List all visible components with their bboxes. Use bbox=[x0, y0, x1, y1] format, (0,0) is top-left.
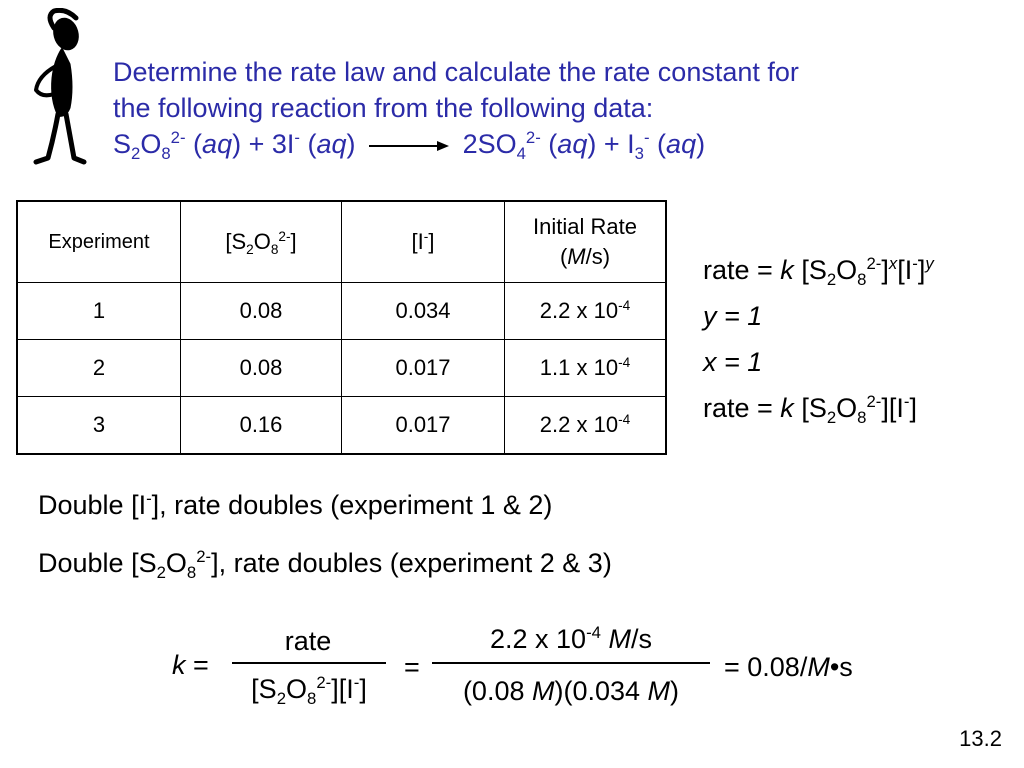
cell-experiment: 1 bbox=[16, 282, 181, 340]
fraction2-denominator: (0.08 M)(0.034 M) bbox=[462, 676, 680, 706]
table-row: 3 0.16 0.017 2.2 x 10-4 bbox=[16, 396, 667, 455]
rate-law-derivation: rate = k [S2O82-]x[I-]y y = 1 x = 1 rate… bbox=[703, 250, 934, 434]
rate-data-table: Experiment [S2O82-] [I-] Initial Rate (M/… bbox=[16, 200, 667, 455]
page-number: 13.2 bbox=[959, 726, 1002, 751]
cell-rate: 2.2 x 10-4 bbox=[504, 282, 667, 340]
observation-iodide: Double [I-], rate doubles (experiment 1 … bbox=[38, 488, 553, 520]
fraction1-bar bbox=[232, 662, 386, 664]
table-header-row: Experiment [S2O82-] [I-] Initial Rate (M/… bbox=[16, 200, 667, 283]
equals-sign: = bbox=[404, 652, 420, 682]
x-value: x = 1 bbox=[703, 347, 763, 377]
fraction2-bar bbox=[432, 662, 710, 664]
fraction1-numerator: rate bbox=[284, 626, 332, 656]
slide-title: Determine the rate law and calculate the… bbox=[113, 54, 1013, 162]
cell-iodide: 0.034 bbox=[341, 282, 505, 340]
cell-rate: 1.1 x 10-4 bbox=[504, 339, 667, 397]
fraction1-denominator: [S2O82-][I-] bbox=[251, 672, 367, 708]
reaction-arrow-icon bbox=[369, 140, 450, 151]
final-rate-law: rate = k [S2O82-][I-] bbox=[703, 391, 917, 427]
cell-s2o8: 0.08 bbox=[180, 282, 342, 340]
cell-rate: 2.2 x 10-4 bbox=[504, 396, 667, 455]
header-experiment: Experiment bbox=[16, 200, 181, 283]
title-line-2: the following reaction from the followin… bbox=[113, 93, 654, 123]
header-initial-rate: Initial Rate (M/s) bbox=[504, 200, 667, 283]
y-value: y = 1 bbox=[703, 301, 763, 331]
cell-iodide: 0.017 bbox=[341, 396, 505, 455]
general-rate-law: rate = k [S2O82-]x[I-]y bbox=[703, 253, 934, 289]
table-row: 2 0.08 0.017 1.1 x 10-4 bbox=[16, 339, 667, 397]
cell-s2o8: 0.16 bbox=[180, 396, 342, 455]
fraction2-numerator: 2.2 x 10-4 M/s bbox=[490, 622, 652, 654]
cell-s2o8: 0.08 bbox=[180, 339, 342, 397]
header-iodide: [I-] bbox=[341, 200, 505, 283]
k-label: k = bbox=[172, 650, 209, 680]
observation-s2o8: Double [S2O82-], rate doubles (experimen… bbox=[38, 546, 612, 582]
cell-iodide: 0.017 bbox=[341, 339, 505, 397]
table-row: 1 0.08 0.034 2.2 x 10-4 bbox=[16, 282, 667, 340]
cell-experiment: 2 bbox=[16, 339, 181, 397]
reaction-equation: S2O82- (aq) + 3I- (aq) 2SO42- (aq) + I3-… bbox=[113, 127, 706, 163]
thinking-figure-icon bbox=[33, 8, 87, 165]
title-line-1: Determine the rate law and calculate the… bbox=[113, 57, 799, 87]
result: = 0.08/M•s bbox=[724, 652, 853, 682]
cell-experiment: 3 bbox=[16, 396, 181, 455]
header-s2o8: [S2O82-] bbox=[180, 200, 342, 283]
